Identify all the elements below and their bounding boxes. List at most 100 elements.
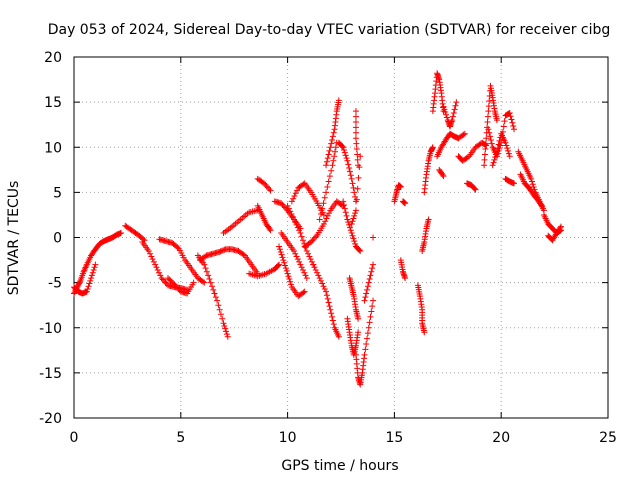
data-point xyxy=(320,283,327,290)
data-point xyxy=(352,129,359,136)
data-point xyxy=(443,114,450,121)
data-point xyxy=(215,302,222,309)
data-point xyxy=(354,185,361,192)
series-s33 xyxy=(397,257,409,282)
data-point xyxy=(284,202,291,209)
data-point xyxy=(481,162,488,169)
data-point xyxy=(397,183,404,190)
data-point xyxy=(321,285,328,292)
data-point xyxy=(293,187,300,194)
data-point xyxy=(321,194,328,201)
y-tick-label: -15 xyxy=(39,366,62,382)
data-point xyxy=(294,256,301,263)
data-point xyxy=(201,279,208,286)
data-point xyxy=(327,144,334,151)
series-s23 xyxy=(340,198,364,255)
data-point xyxy=(220,247,227,254)
data-point xyxy=(308,239,315,246)
data-point xyxy=(347,227,354,234)
data-point xyxy=(262,181,269,188)
data-point xyxy=(367,313,374,320)
data-point xyxy=(316,275,323,282)
series-s32 xyxy=(399,198,409,207)
data-point xyxy=(511,126,518,133)
data-point xyxy=(510,122,517,129)
data-point xyxy=(505,150,512,157)
y-tick-label: -5 xyxy=(48,276,62,292)
data-point xyxy=(449,113,456,120)
series-s31 xyxy=(391,182,404,205)
data-point xyxy=(92,261,99,268)
data-point xyxy=(263,183,270,190)
data-point xyxy=(502,139,509,146)
data-point xyxy=(349,218,356,225)
data-point xyxy=(290,195,297,202)
data-point xyxy=(300,289,307,296)
y-axis-label: SDTVAR / TECUs xyxy=(6,181,22,296)
data-point xyxy=(296,227,303,234)
data-point xyxy=(323,162,330,169)
data-point xyxy=(161,278,168,284)
data-point xyxy=(301,288,308,295)
data-point xyxy=(353,196,360,203)
series-s5 xyxy=(156,236,208,286)
data-point xyxy=(332,144,339,151)
data-point xyxy=(314,269,321,276)
data-point xyxy=(286,276,293,283)
data-point xyxy=(364,283,371,290)
data-point xyxy=(76,279,83,286)
data-point xyxy=(330,157,337,164)
data-point xyxy=(288,198,295,205)
data-point xyxy=(363,340,370,347)
series-s1 xyxy=(71,229,124,297)
data-point xyxy=(441,106,448,113)
series-s34 xyxy=(414,282,428,336)
axis-ticks xyxy=(73,56,609,419)
data-point xyxy=(505,147,512,154)
data-point xyxy=(363,290,370,297)
data-point xyxy=(284,270,291,277)
data-point xyxy=(332,148,339,155)
data-point xyxy=(145,248,152,255)
data-point xyxy=(350,235,357,242)
data-point xyxy=(529,181,536,188)
data-point xyxy=(353,146,360,153)
data-point xyxy=(557,224,564,231)
data-point xyxy=(298,233,305,240)
data-point xyxy=(205,272,212,279)
data-point xyxy=(325,151,332,158)
series-s12 xyxy=(254,175,274,194)
data-point xyxy=(218,247,225,254)
y-tick-label: 0 xyxy=(53,231,62,247)
data-point xyxy=(288,281,295,288)
data-point xyxy=(351,212,358,219)
data-point xyxy=(299,266,306,273)
data-point xyxy=(281,259,288,266)
series-s7 xyxy=(194,252,231,340)
data-point xyxy=(280,257,287,264)
series-s42 xyxy=(464,180,479,193)
data-point xyxy=(346,221,353,228)
data-point xyxy=(266,226,273,233)
series-s39 xyxy=(434,130,468,160)
data-point xyxy=(350,184,357,191)
data-point xyxy=(450,109,457,116)
data-point xyxy=(310,236,317,243)
data-point xyxy=(167,277,174,284)
data-point xyxy=(276,261,283,268)
data-point xyxy=(352,240,359,247)
y-tick-label: -10 xyxy=(39,321,62,337)
y-tick-label: -20 xyxy=(39,411,62,427)
data-point xyxy=(171,281,178,288)
data-point xyxy=(91,264,98,271)
data-point xyxy=(200,278,207,285)
data-point xyxy=(489,162,496,169)
data-point xyxy=(329,317,336,324)
data-point xyxy=(289,213,296,220)
series-s20 xyxy=(316,139,340,223)
series-s24 xyxy=(344,315,362,358)
series-s41 xyxy=(455,139,490,164)
data-point xyxy=(487,137,494,144)
data-point xyxy=(317,277,324,284)
data-point xyxy=(345,219,352,226)
